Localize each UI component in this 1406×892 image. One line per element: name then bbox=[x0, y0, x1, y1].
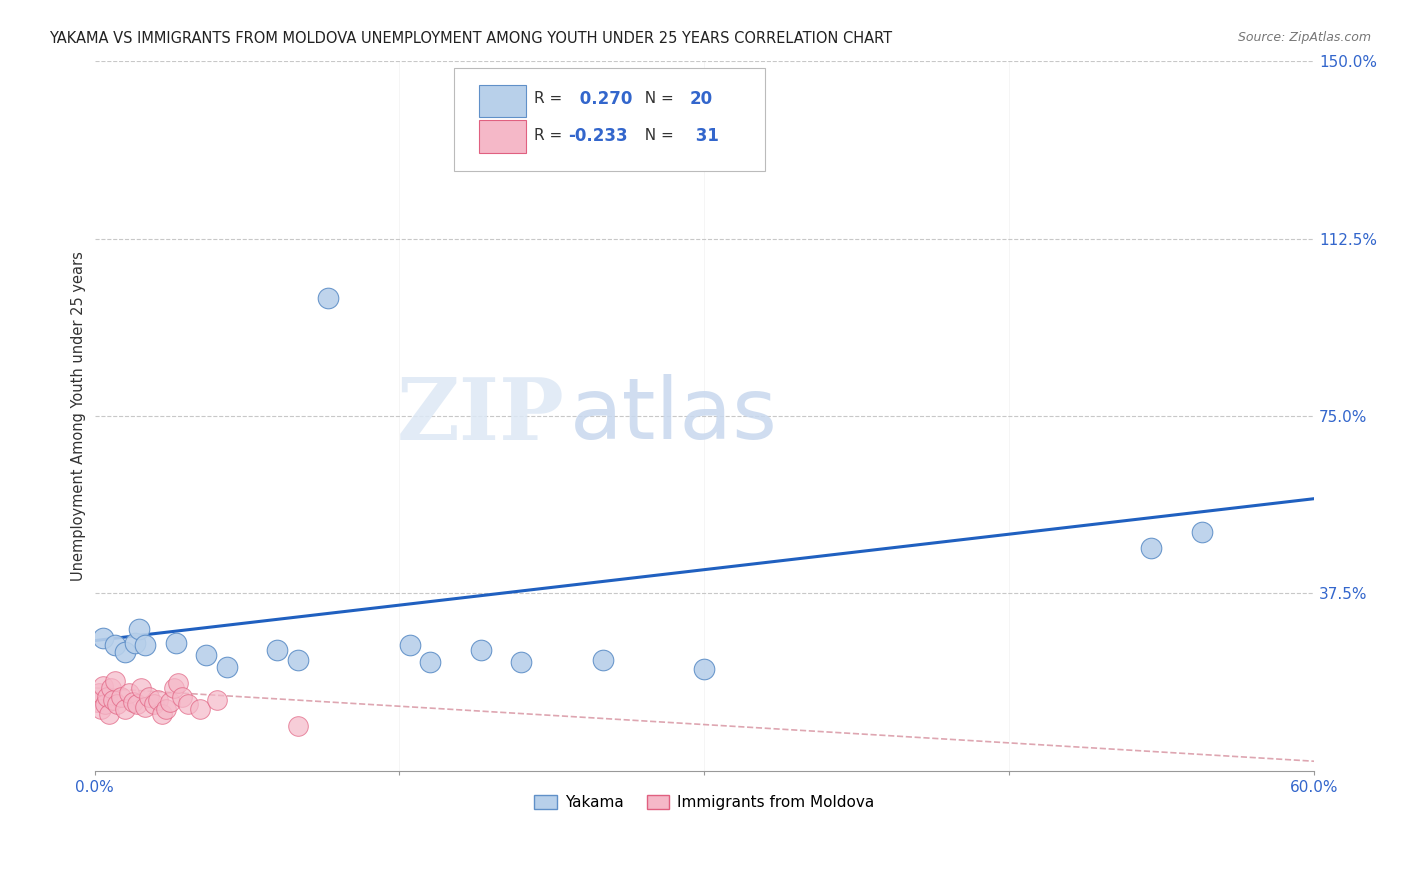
Text: 0.270: 0.270 bbox=[574, 90, 633, 108]
Point bbox=[165, 636, 187, 650]
Text: atlas: atlas bbox=[571, 375, 778, 458]
FancyBboxPatch shape bbox=[478, 120, 526, 153]
Point bbox=[266, 643, 288, 657]
Text: R =: R = bbox=[534, 91, 567, 106]
Point bbox=[470, 643, 492, 657]
Text: YAKAMA VS IMMIGRANTS FROM MOLDOVA UNEMPLOYMENT AMONG YOUTH UNDER 25 YEARS CORREL: YAKAMA VS IMMIGRANTS FROM MOLDOVA UNEMPL… bbox=[49, 31, 893, 46]
Point bbox=[104, 638, 127, 652]
Point bbox=[86, 695, 108, 709]
Point bbox=[159, 695, 181, 709]
Point bbox=[592, 652, 614, 666]
Text: N =: N = bbox=[636, 91, 673, 106]
Y-axis label: Unemployment Among Youth under 25 years: Unemployment Among Youth under 25 years bbox=[72, 251, 86, 581]
Point bbox=[170, 690, 193, 705]
Point bbox=[134, 699, 156, 714]
Point bbox=[318, 291, 340, 305]
Point bbox=[142, 698, 165, 712]
Point bbox=[128, 622, 150, 636]
Point bbox=[1140, 541, 1163, 556]
Point bbox=[287, 719, 309, 733]
Point bbox=[287, 652, 309, 666]
Text: 31: 31 bbox=[690, 127, 718, 145]
Point bbox=[114, 645, 136, 659]
Point bbox=[87, 685, 110, 699]
Point bbox=[163, 681, 186, 695]
Point bbox=[91, 679, 114, 693]
FancyBboxPatch shape bbox=[454, 68, 765, 171]
Point bbox=[104, 673, 127, 688]
Text: N =: N = bbox=[636, 128, 673, 143]
Point bbox=[1191, 524, 1213, 539]
Point bbox=[146, 692, 169, 706]
Point bbox=[122, 695, 145, 709]
Point bbox=[91, 632, 114, 646]
Point bbox=[93, 698, 115, 712]
Text: ZIP: ZIP bbox=[396, 374, 564, 458]
Point bbox=[96, 690, 118, 705]
Point bbox=[114, 702, 136, 716]
Text: Source: ZipAtlas.com: Source: ZipAtlas.com bbox=[1237, 31, 1371, 45]
Point bbox=[215, 659, 238, 673]
Text: 20: 20 bbox=[690, 90, 713, 108]
Point bbox=[101, 692, 124, 706]
FancyBboxPatch shape bbox=[478, 85, 526, 117]
Point bbox=[195, 648, 218, 662]
Point bbox=[110, 690, 132, 705]
Point bbox=[124, 636, 146, 650]
Text: R =: R = bbox=[534, 128, 562, 143]
Point bbox=[131, 681, 153, 695]
Point bbox=[167, 676, 190, 690]
Point bbox=[138, 690, 160, 705]
Point bbox=[118, 685, 141, 699]
Legend: Yakama, Immigrants from Moldova: Yakama, Immigrants from Moldova bbox=[529, 789, 880, 816]
Point bbox=[693, 662, 716, 676]
Point bbox=[510, 655, 533, 669]
Point bbox=[105, 698, 128, 712]
Point bbox=[205, 692, 228, 706]
Point bbox=[155, 702, 177, 716]
Point bbox=[97, 706, 120, 721]
Point bbox=[127, 698, 149, 712]
Point bbox=[150, 706, 173, 721]
Text: -0.233: -0.233 bbox=[568, 127, 627, 145]
Point bbox=[419, 655, 441, 669]
Point bbox=[134, 638, 156, 652]
Point bbox=[398, 638, 420, 652]
Point bbox=[100, 681, 122, 695]
Point bbox=[177, 698, 200, 712]
Point bbox=[90, 702, 112, 716]
Point bbox=[188, 702, 211, 716]
